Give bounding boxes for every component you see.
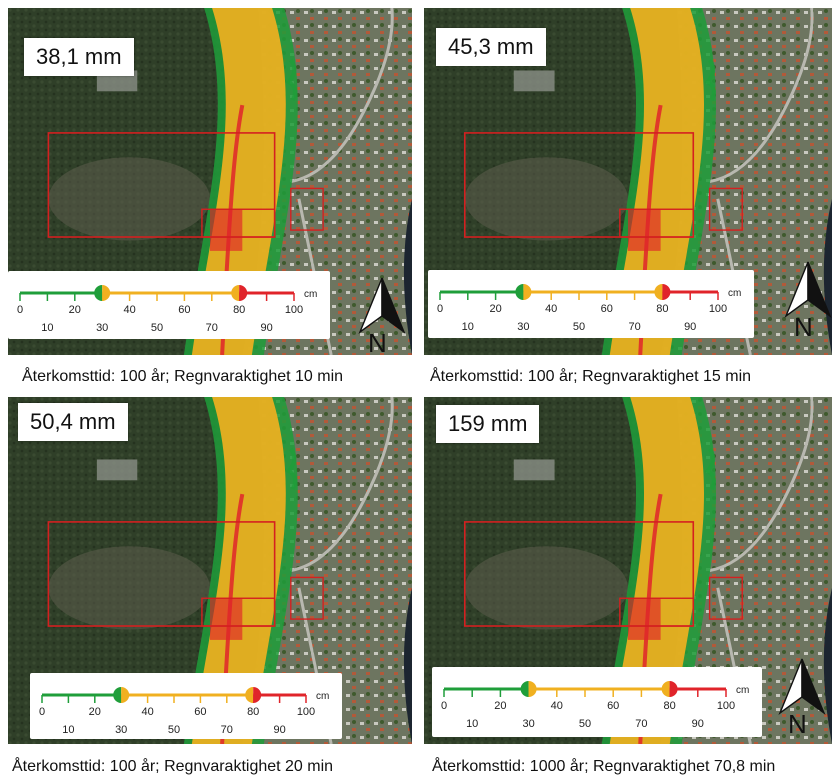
threshold-marker	[113, 687, 130, 703]
legend-tick-label: 90	[260, 322, 272, 334]
north-arrow-icon: N	[354, 276, 410, 355]
legend-tick-label: 80	[656, 303, 668, 315]
legend-unit: cm	[316, 691, 329, 702]
rainfall-label: 159 mm	[436, 405, 540, 443]
legend-tick-label: 60	[194, 706, 206, 718]
north-label: N	[794, 312, 813, 342]
legend-tick-label: 50	[573, 321, 585, 333]
legend-unit: cm	[728, 288, 741, 299]
legend-tick-label: 50	[168, 724, 180, 736]
legend-tick-label: 70	[635, 718, 647, 730]
legend-tick-label: 20	[494, 700, 506, 712]
map-panel: 159 mm 0 10 20 30 40 50 60 70 80 90 100 cm N	[424, 397, 832, 744]
rainfall-label: 50,4 mm	[18, 403, 128, 441]
legend-tick-label: 30	[96, 322, 108, 334]
legend-tick-label: 100	[717, 700, 735, 712]
legend-tick-label: 10	[462, 321, 474, 333]
legend-tick-label: 0	[17, 304, 23, 316]
depth-legend: 0 10 20 30 40 50 60 70 80 90 100 cm	[432, 667, 762, 737]
legend-tick-label: 60	[601, 303, 613, 315]
legend-tick-label: 100	[709, 303, 727, 315]
legend-tick-label: 20	[69, 304, 81, 316]
legend-tick-label: 40	[141, 706, 153, 718]
legend-tick-label: 30	[517, 321, 529, 333]
legend-tick-label: 30	[522, 718, 534, 730]
legend-tick-label: 40	[545, 303, 557, 315]
legend-tick-label: 30	[115, 724, 127, 736]
threshold-marker	[654, 284, 671, 300]
legend-tick-label: 20	[89, 706, 101, 718]
panel-caption: Återkomsttid: 100 år; Regnvaraktighet 20…	[12, 758, 334, 775]
legend-tick-label: 10	[62, 724, 74, 736]
legend-tick-label: 50	[579, 718, 591, 730]
north-label: N	[788, 709, 807, 739]
north-label: N	[368, 328, 387, 355]
threshold-marker	[661, 681, 678, 697]
legend-tick-label: 10	[41, 322, 53, 334]
legend-tick-label: 0	[437, 303, 443, 315]
legend-tick-label: 70	[206, 322, 218, 334]
legend-tick-label: 0	[39, 706, 45, 718]
legend-tick-label: 80	[663, 700, 675, 712]
legend-tick-label: 80	[247, 706, 259, 718]
flood-map-image	[8, 8, 412, 355]
depth-legend: 0 10 20 30 40 50 60 70 80 90 100 cm	[8, 271, 330, 339]
flood-map-image	[8, 397, 412, 744]
legend-tick-label: 0	[441, 700, 447, 712]
rainfall-label: 38,1 mm	[24, 38, 134, 76]
legend-tick-label: 40	[123, 304, 135, 316]
legend-tick-label: 20	[489, 303, 501, 315]
depth-legend: 0 10 20 30 40 50 60 70 80 90 100 cm	[428, 270, 754, 338]
legend-tick-label: 40	[551, 700, 563, 712]
legend-tick-label: 10	[466, 718, 478, 730]
panel-caption: Återkomsttid: 1000 år; Regnvaraktighet 7…	[432, 758, 776, 775]
legend-tick-label: 50	[151, 322, 163, 334]
legend-tick-label: 90	[692, 718, 704, 730]
legend-tick-label: 60	[178, 304, 190, 316]
map-panel: 38,1 mm 0 10 20 30 40 50 60 70 80 90 100 cm N	[8, 8, 412, 355]
legend-tick-label: 80	[233, 304, 245, 316]
legend-tick-label: 70	[628, 321, 640, 333]
threshold-marker	[520, 681, 537, 697]
threshold-marker	[245, 687, 262, 703]
north-arrow-icon: N	[774, 657, 830, 742]
map-panel: 45,3 mm 0 10 20 30 40 50 60 70 80 90 100 cm N	[424, 8, 832, 355]
legend-tick-label: 100	[285, 304, 303, 316]
threshold-marker	[515, 284, 532, 300]
legend-tick-label: 100	[297, 706, 315, 718]
panel-caption: Återkomsttid: 100 år; Regnvaraktighet 10…	[22, 368, 344, 385]
threshold-marker	[231, 285, 248, 301]
threshold-marker	[94, 285, 111, 301]
legend-unit: cm	[304, 289, 317, 300]
panel-caption: Återkomsttid: 100 år; Regnvaraktighet 15…	[430, 368, 752, 385]
depth-legend: 0 10 20 30 40 50 60 70 80 90 100 cm	[30, 673, 342, 739]
legend-tick-label: 90	[684, 321, 696, 333]
legend-tick-label: 60	[607, 700, 619, 712]
legend-tick-label: 70	[221, 724, 233, 736]
north-arrow-icon: N	[780, 260, 832, 345]
legend-tick-label: 90	[273, 724, 285, 736]
rainfall-label: 45,3 mm	[436, 28, 546, 66]
legend-unit: cm	[736, 685, 749, 696]
map-panel: 50,4 mm 0 10 20 30 40 50 60 70 80 90 100 cm	[8, 397, 412, 744]
